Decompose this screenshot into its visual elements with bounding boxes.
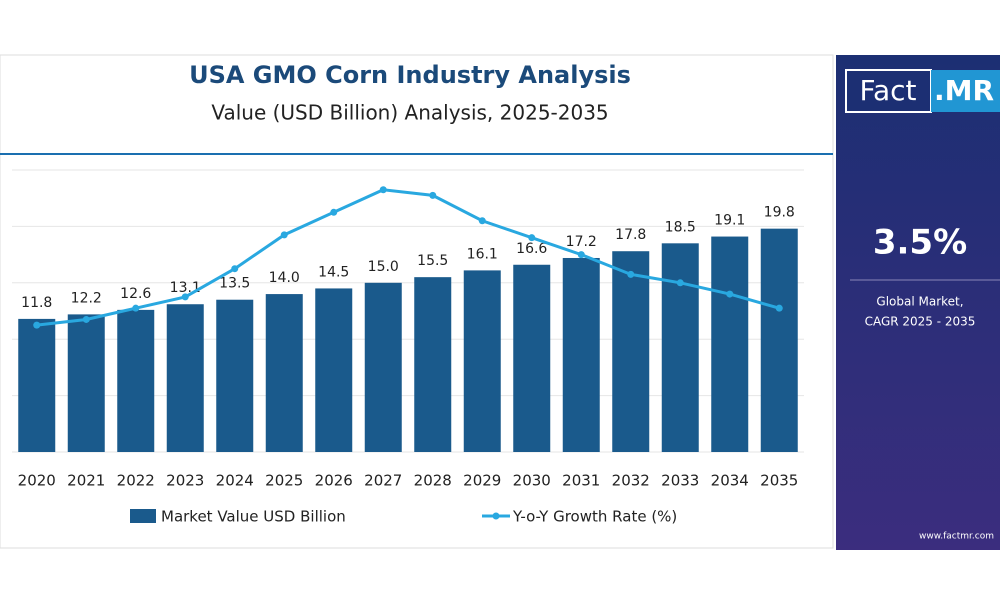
- legend-swatch: [130, 509, 156, 523]
- x-tick-label: 2025: [265, 472, 303, 490]
- legend-label: Y-o-Y Growth Rate (%): [512, 508, 677, 526]
- logo-text: .MR: [934, 74, 994, 107]
- line-point: [726, 290, 734, 298]
- x-tick-label: 2022: [117, 472, 155, 490]
- line-point: [181, 293, 189, 301]
- x-tick-label: 2028: [414, 472, 452, 490]
- x-tick-label: 2031: [562, 472, 600, 490]
- line-point: [231, 265, 239, 273]
- bar: [711, 236, 749, 452]
- bar: [463, 270, 501, 452]
- bar: [414, 277, 452, 452]
- bar: [612, 251, 650, 452]
- value-label: 15.5: [417, 253, 448, 269]
- line-point: [379, 186, 387, 194]
- bar: [562, 257, 600, 452]
- line-point: [775, 304, 783, 312]
- x-tick-label: 2035: [760, 472, 798, 490]
- bar: [315, 288, 353, 452]
- line-point: [528, 234, 536, 242]
- value-label: 17.8: [615, 227, 646, 243]
- bar: [216, 299, 254, 452]
- chart-title: USA GMO Corn Industry Analysis: [189, 61, 631, 89]
- line-point: [82, 315, 90, 323]
- line-point: [33, 321, 41, 329]
- logo-box-accent: [931, 70, 1000, 112]
- x-tick-label: 2023: [166, 472, 204, 490]
- value-label: 19.8: [764, 205, 795, 221]
- value-label: 14.0: [269, 270, 300, 286]
- cagr-caption: Global Market,: [876, 295, 963, 309]
- value-label: 15.0: [368, 259, 399, 275]
- x-tick-label: 2027: [364, 472, 402, 490]
- bar: [265, 294, 303, 452]
- line-point: [330, 208, 338, 216]
- logo-text: Fact: [859, 74, 916, 107]
- bar: [513, 264, 551, 452]
- line: [36, 188, 780, 327]
- cagr-caption: CAGR 2025 - 2035: [865, 315, 976, 329]
- line-point: [132, 304, 140, 312]
- bar: [117, 309, 155, 452]
- logo-box: [845, 69, 932, 113]
- legend-swatch: [492, 512, 500, 520]
- line-point: [429, 191, 437, 199]
- x-tick-label: 2024: [216, 472, 254, 490]
- bar: [760, 228, 798, 452]
- cagr-value: 3.5%: [873, 223, 967, 263]
- value-label: 19.1: [714, 213, 745, 229]
- x-tick-label: 2020: [18, 472, 56, 490]
- x-tick-label: 2021: [67, 472, 105, 490]
- value-label: 11.8: [21, 295, 52, 311]
- value-label: 16.6: [516, 241, 547, 257]
- side-panel: [836, 55, 1000, 550]
- bar: [67, 314, 105, 452]
- chart-subtitle: Value (USD Billion) Analysis, 2025-2035: [211, 101, 608, 125]
- legend-label: Market Value USD Billion: [161, 508, 346, 526]
- bar: [166, 304, 204, 452]
- bar: [364, 282, 402, 452]
- x-tick-label: 2033: [661, 472, 699, 490]
- value-label: 12.6: [120, 286, 151, 302]
- bar: [661, 243, 699, 452]
- line-point: [280, 231, 288, 239]
- value-label: 14.5: [318, 264, 349, 280]
- x-tick-label: 2026: [315, 472, 353, 490]
- line-point: [676, 279, 684, 287]
- value-label: 16.1: [467, 246, 498, 262]
- line-point: [478, 217, 486, 225]
- x-tick-label: 2030: [513, 472, 551, 490]
- value-label: 12.2: [71, 290, 102, 306]
- line-point: [577, 251, 585, 259]
- line-point: [627, 270, 635, 278]
- x-tick-label: 2029: [463, 472, 501, 490]
- value-label: 13.5: [219, 276, 250, 292]
- bar: [18, 318, 56, 452]
- x-tick-label: 2032: [612, 472, 650, 490]
- x-tick-label: 2034: [711, 472, 749, 490]
- value-label: 18.5: [665, 219, 696, 235]
- website: www.factmr.com: [919, 532, 994, 542]
- value-label: 17.2: [566, 234, 597, 250]
